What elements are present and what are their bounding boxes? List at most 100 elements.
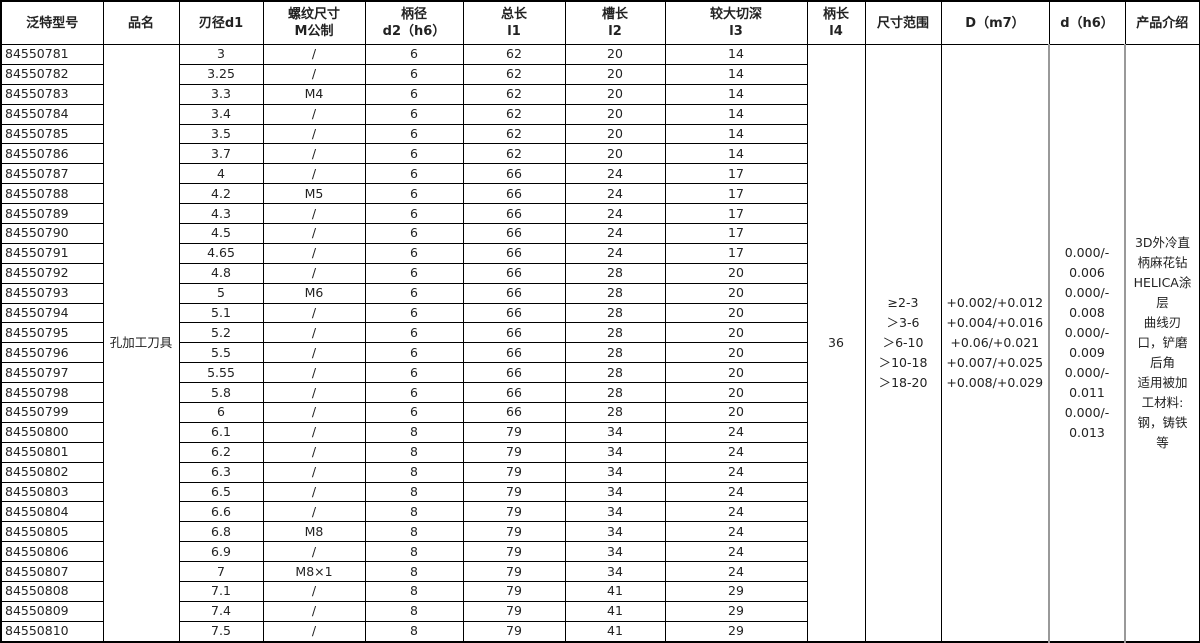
cell-thread: / — [262, 103, 366, 125]
cell-model-no: 84550798 — [0, 382, 104, 404]
cell-thread: / — [262, 581, 366, 602]
cell-shank-length: 36 — [806, 43, 866, 643]
cell-d1: 4.2 — [178, 183, 264, 205]
cell-thread: M4 — [262, 83, 366, 105]
header-line: 泛特型号 — [26, 15, 79, 31]
header-line: D（m7） — [965, 15, 1025, 31]
cell-d2: 8 — [364, 461, 464, 483]
cell-l1: 66 — [462, 262, 566, 284]
intro-line: 层 — [1156, 294, 1169, 310]
cell-thread: / — [262, 342, 366, 364]
cell-d2: 6 — [364, 44, 464, 65]
cell-d2: 8 — [364, 620, 464, 643]
header-line: 品名 — [127, 15, 154, 31]
cell-model-no: 84550795 — [0, 322, 104, 344]
cell-d1: 6.2 — [178, 441, 264, 463]
cell-d1: 4 — [178, 163, 264, 185]
header-total-length-l1: 总长 l1 — [462, 0, 566, 45]
cell-model-no: 84550791 — [0, 242, 104, 264]
cell-l3: 24 — [664, 461, 808, 483]
cell-l3: 17 — [664, 203, 808, 225]
header-line: l3 — [729, 24, 743, 39]
size-range-item: ＞10-18 — [878, 354, 928, 370]
cell-d2: 8 — [364, 561, 464, 583]
header-blade-diameter-d1: 刃径d1 — [178, 0, 264, 45]
cell-thread: / — [262, 600, 366, 622]
cell-thread: / — [262, 223, 366, 244]
cell-l3: 24 — [664, 421, 808, 443]
header-model-no: 泛特型号 — [0, 0, 104, 45]
cell-thread: / — [262, 203, 366, 225]
cell-d1: 3.3 — [178, 83, 264, 105]
cell-thread: / — [262, 262, 366, 284]
D-m7-item: +0.008/+0.029 — [946, 374, 1044, 390]
cell-thread: / — [262, 362, 366, 384]
cell-l1: 66 — [462, 242, 566, 264]
d-h6-item: 0.011 — [1069, 384, 1105, 400]
header-line: 柄长 — [822, 7, 849, 22]
cell-l3: 24 — [664, 441, 808, 463]
cell-l2: 24 — [564, 242, 666, 264]
cell-model-no: 84550796 — [0, 342, 104, 364]
cell-l2: 34 — [564, 561, 666, 583]
cell-l2: 28 — [564, 282, 666, 304]
cell-l3: 17 — [664, 242, 808, 264]
cell-d2: 6 — [364, 382, 464, 404]
cell-d2: 6 — [364, 322, 464, 344]
cell-l1: 66 — [462, 322, 566, 344]
cell-d2: 6 — [364, 183, 464, 205]
cell-d1: 7 — [178, 561, 264, 583]
table-row: 84550789 4.3/6 66 24 17 — [0, 203, 1200, 225]
cell-l2: 28 — [564, 262, 666, 284]
cell-d1: 6.8 — [178, 521, 264, 543]
cell-d1: 4.5 — [178, 223, 264, 244]
cell-l2: 28 — [564, 402, 666, 423]
table-row: 84550788 4.2 M5 6 66 24 17 — [0, 183, 1200, 205]
cell-l3: 29 — [664, 620, 808, 643]
table-row: 84550791 4.65/6 66 24 17 — [0, 242, 1200, 264]
cell-model-no: 84550809 — [0, 600, 104, 622]
cell-d2: 6 — [364, 362, 464, 384]
cell-l2: 20 — [564, 123, 666, 145]
table-body: 84550781 孔加工刀具 3/6 62 20 14 36 ≥2-3 ＞3-6 ＞6-10 ＞10… — [0, 43, 1200, 643]
cell-l2: 20 — [564, 44, 666, 65]
cell-l1: 66 — [462, 282, 566, 304]
cell-model-no: 84550783 — [0, 83, 104, 105]
cell-d1: 6.9 — [178, 541, 264, 563]
cell-l3: 14 — [664, 123, 808, 145]
cell-d1: 4.3 — [178, 203, 264, 225]
cell-l2: 28 — [564, 382, 666, 404]
cell-l2: 34 — [564, 521, 666, 543]
cell-thread: / — [262, 441, 366, 463]
cell-thread: / — [262, 63, 366, 85]
cell-l1: 79 — [462, 561, 566, 583]
cell-model-no: 84550805 — [0, 521, 104, 543]
table-row: 84550805 6.8 M8 8 79 34 24 — [0, 521, 1200, 543]
cell-d1: 5.2 — [178, 322, 264, 344]
d-h6-item: 0.006 — [1069, 264, 1105, 280]
cell-l3: 20 — [664, 282, 808, 304]
cell-d2: 6 — [364, 342, 464, 364]
cell-l2: 20 — [564, 83, 666, 105]
cell-l1: 66 — [462, 362, 566, 384]
cell-l3: 14 — [664, 44, 808, 65]
cell-d1: 7.1 — [178, 581, 264, 602]
d-h6-item: 0.009 — [1069, 344, 1105, 360]
cell-model-no: 84550786 — [0, 143, 104, 165]
cell-thread: / — [262, 461, 366, 483]
cell-l2: 34 — [564, 541, 666, 563]
cell-l1: 66 — [462, 402, 566, 423]
cell-thread: / — [262, 421, 366, 443]
cell-l2: 20 — [564, 63, 666, 85]
cell-l1: 62 — [462, 83, 566, 105]
table-row: 84550807 7 M8×1 8 79 34 24 — [0, 561, 1200, 583]
cell-model-no: 84550808 — [0, 581, 104, 602]
cell-model-no: 84550804 — [0, 501, 104, 523]
cell-thread: / — [262, 44, 366, 65]
cell-l3: 14 — [664, 63, 808, 85]
cell-thread: / — [262, 242, 366, 264]
header-row: 泛特型号 品名 刃径d1 螺纹尺寸 M公制 柄径 d2（h6） 总长 l1 槽长 l2 较大切深 l3 柄… — [0, 0, 1200, 45]
cell-l2: 28 — [564, 302, 666, 324]
cell-d1: 7.4 — [178, 600, 264, 622]
